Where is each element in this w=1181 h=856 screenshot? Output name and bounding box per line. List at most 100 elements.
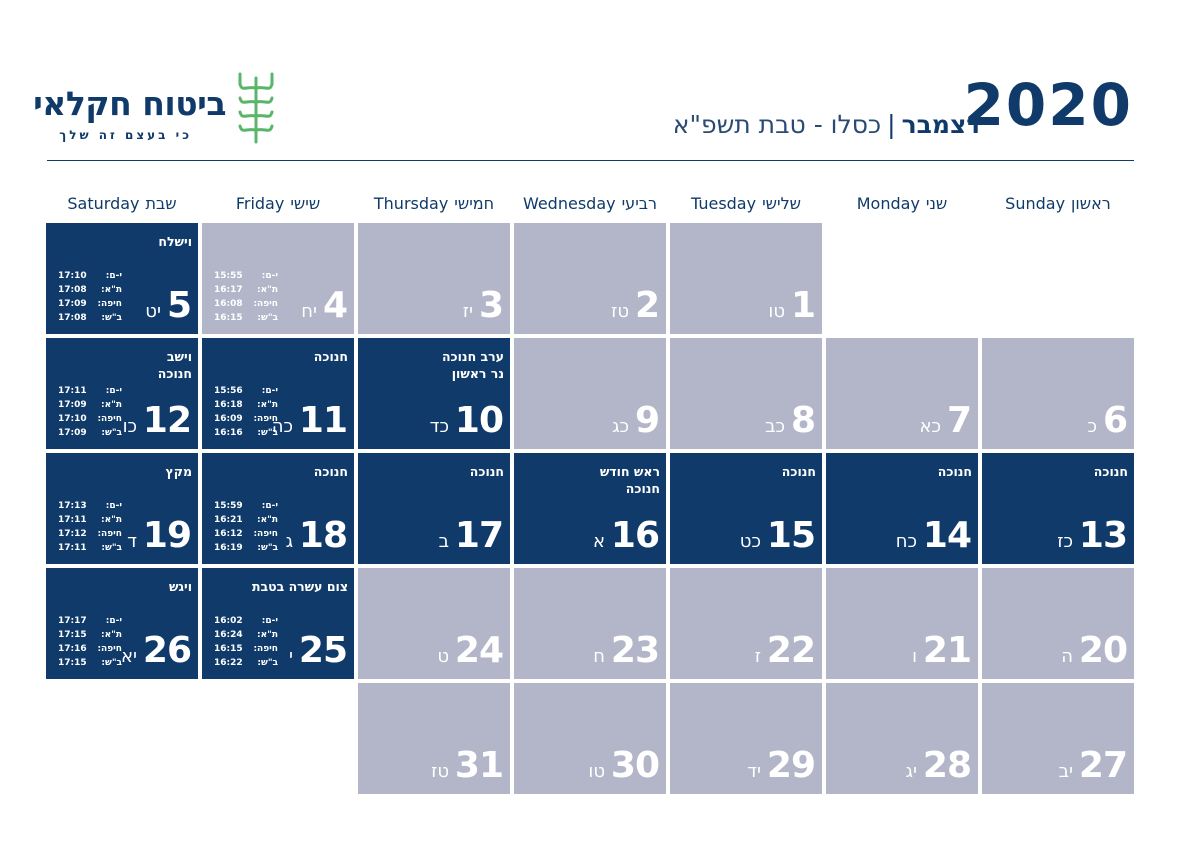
hebrew-date: יב (1058, 761, 1073, 782)
day-cell[interactable]: 24 ט (358, 568, 510, 679)
day-note: ויגש (168, 579, 192, 594)
candle-time-row: 16:12 חיפה: (214, 527, 278, 541)
hebrew-date: יז (462, 301, 473, 322)
candle-time: 15:59 (214, 501, 243, 511)
day-cell[interactable]: ערב חנוכה נר ראשון 10 כד (358, 338, 510, 449)
day-cell[interactable]: חנוכה 18 ג 15:59 י-ם: 16:21 ת"א: 16:12 חיפה: 16:1… (202, 453, 354, 564)
day-cell[interactable]: 31 טז (358, 683, 510, 794)
weekday-he: שלישי (762, 194, 801, 213)
day-cell[interactable]: חנוכה 11 כה 15:56 י-ם: 16:18 ת"א: 16:09 חיפה: 16:… (202, 338, 354, 449)
candle-time: 17:11 (58, 515, 87, 525)
day-cell[interactable]: מקץ 19 ד 17:13 י-ם: 17:11 ת"א: 17:12 חיפה: 17:11 ב… (46, 453, 198, 564)
candle-city: י-ם: (261, 271, 278, 281)
candle-time: 16:02 (214, 616, 243, 626)
day-cell[interactable]: 23 ח (514, 568, 666, 679)
hebrew-date: כד (429, 416, 449, 437)
day-cell[interactable]: חנוכה 13 כז (982, 453, 1134, 564)
candle-time-row: 17:09 ב"ש: (58, 426, 122, 440)
day-cell[interactable]: חנוכה 17 ב (358, 453, 510, 564)
weekday-en: Wednesday (522, 194, 616, 213)
candle-time: 17:17 (58, 616, 87, 626)
day-cell[interactable]: 9 כג (514, 338, 666, 449)
candle-city: י-ם: (105, 616, 122, 626)
hebrew-date: כח (895, 531, 917, 552)
day-number: 23 (610, 630, 660, 671)
candle-time-row: 17:09 חיפה: (58, 297, 122, 311)
candle-time-row: 17:11 ת"א: (58, 513, 122, 527)
candle-city: ת"א: (257, 515, 278, 525)
day-cell[interactable]: ויגש 26 יא 17:17 י-ם: 17:15 ת"א: 17:16 חיפה: 17:1… (46, 568, 198, 679)
candle-time-row: 16:24 ת"א: (214, 628, 278, 642)
day-cell[interactable]: צום עשרה בטבת 25 י 16:02 י-ם: 16:24 ת"א: 16:15 ח… (202, 568, 354, 679)
weekday-he: שני (925, 194, 948, 213)
hebrew-date: ג (285, 531, 293, 552)
candle-time: 17:09 (58, 428, 87, 438)
day-note: וישלח (158, 234, 192, 249)
day-cell[interactable]: 4 יח 15:55 י-ם: 16:17 ת"א: 16:08 חיפה: 16:15 ב"ש: (202, 223, 354, 334)
candle-times: 17:10 י-ם: 17:08 ת"א: 17:09 חיפה: 17:08 ב"ש: (58, 269, 122, 325)
day-cell[interactable]: וישב חנוכה 12 כו 17:11 י-ם: 17:09 ת"א: 17:10 חיפ… (46, 338, 198, 449)
candle-time-row: 16:15 חיפה: (214, 642, 278, 656)
day-number: 15 (766, 515, 816, 556)
weekday-en: Monday (856, 194, 920, 213)
candle-time: 17:08 (58, 285, 87, 295)
day-cell[interactable]: 29 יד (670, 683, 822, 794)
candle-time-row: 17:08 ת"א: (58, 283, 122, 297)
day-cell[interactable]: 3 יז (358, 223, 510, 334)
day-cell[interactable]: חנוכה 14 כח (826, 453, 978, 564)
hebrew-date: כו (122, 416, 137, 437)
hebrew-date: כב (765, 416, 785, 437)
weekday-he: חמישי (454, 194, 495, 213)
candle-time-row: 15:56 י-ם: (214, 384, 278, 398)
day-number: 6 (1102, 400, 1128, 441)
candle-city: ב"ש: (101, 313, 122, 323)
candle-time-row: 17:11 ב"ש: (58, 541, 122, 555)
hebrew-date: יא (120, 646, 137, 667)
candle-city: חיפה: (97, 644, 122, 654)
day-note: חנוכה (313, 464, 348, 479)
hebrew-date: טו (768, 301, 785, 322)
day-cell[interactable]: 27 יב (982, 683, 1134, 794)
day-cell[interactable]: 28 יג (826, 683, 978, 794)
candle-time: 16:12 (214, 529, 243, 539)
weekday-en: Thursday (373, 194, 449, 213)
day-number: 25 (298, 630, 348, 671)
day-cell[interactable]: 22 ז (670, 568, 822, 679)
day-cell[interactable]: ראש חודש חנוכה 16 א (514, 453, 666, 564)
day-cell[interactable]: 30 טו (514, 683, 666, 794)
candle-time-row: 16:21 ת"א: (214, 513, 278, 527)
candle-time: 16:15 (214, 313, 243, 323)
day-number: 22 (766, 630, 816, 671)
candle-time-row: 16:16 ב"ש: (214, 426, 278, 440)
candle-time: 16:09 (214, 414, 243, 424)
day-note: חנוכה (313, 349, 348, 364)
day-cell[interactable]: 1 טו (670, 223, 822, 334)
candle-time: 17:11 (58, 386, 87, 396)
day-cell[interactable]: 7 כא (826, 338, 978, 449)
weekday-he: ראשון (1071, 194, 1111, 213)
hebrew-date: יג (905, 761, 917, 782)
candle-time-row: 16:19 ב"ש: (214, 541, 278, 555)
weekday-en: Sunday (1005, 194, 1066, 213)
day-cell[interactable]: וישלח 5 יט 17:10 י-ם: 17:08 ת"א: 17:09 חיפה: 17:0… (46, 223, 198, 334)
hebrew-date: ט (437, 646, 449, 667)
day-number: 3 (478, 285, 504, 326)
day-note: צום עשרה בטבת (251, 579, 348, 594)
candle-city: י-ם: (261, 616, 278, 626)
day-cell[interactable]: 20 ה (982, 568, 1134, 679)
candle-city: ת"א: (257, 400, 278, 410)
day-cell[interactable]: 2 טז (514, 223, 666, 334)
hebrew-date: כז (1057, 531, 1073, 552)
day-cell[interactable]: חנוכה 15 כט (670, 453, 822, 564)
day-number: 27 (1078, 745, 1128, 786)
candle-city: ת"א: (101, 630, 122, 640)
month-separator: | (887, 110, 896, 139)
day-cell[interactable]: 21 ו (826, 568, 978, 679)
weekday-header: Wednesday רביעי (514, 194, 666, 213)
candle-city: חיפה: (253, 414, 278, 424)
candle-time: 17:15 (58, 630, 87, 640)
day-number: 1 (790, 285, 816, 326)
candle-city: ב"ש: (101, 428, 122, 438)
day-cell[interactable]: 8 כב (670, 338, 822, 449)
